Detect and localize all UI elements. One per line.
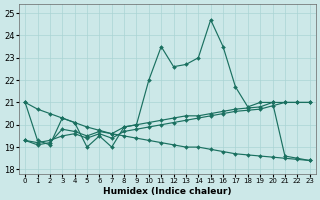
X-axis label: Humidex (Indice chaleur): Humidex (Indice chaleur) <box>103 187 232 196</box>
